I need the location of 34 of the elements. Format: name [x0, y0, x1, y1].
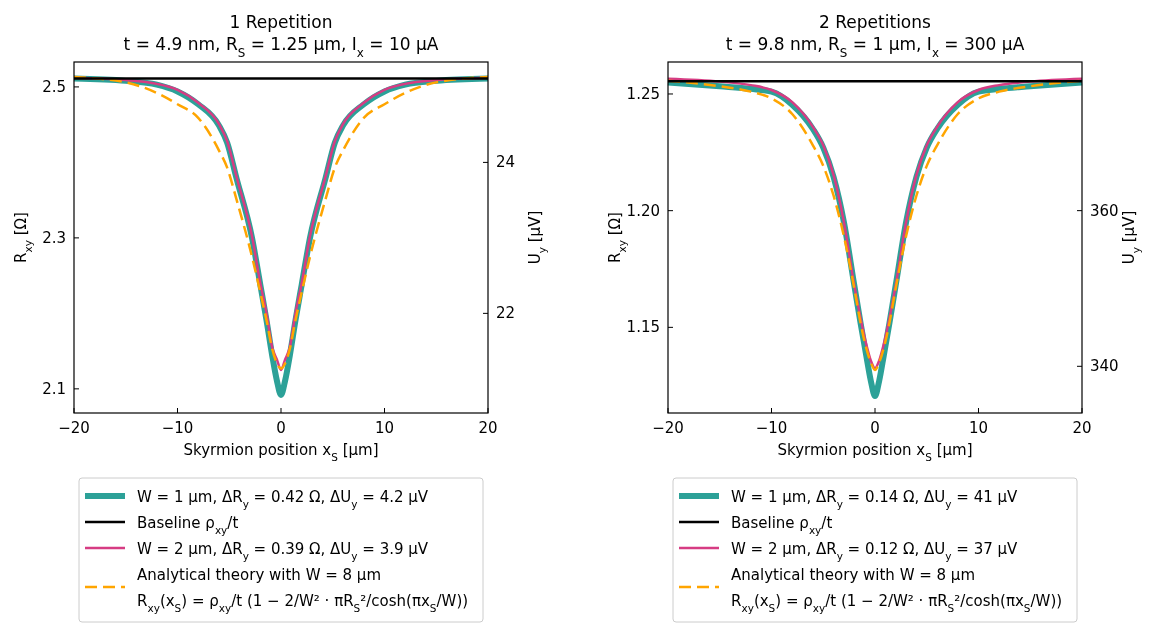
x-tick-label: 0 — [276, 419, 286, 437]
chart-title: 1 Repetition — [229, 12, 333, 32]
legend-label: W = 2 μm, ΔR$_{y}$ = 0.12 Ω, ΔU$_{y}$ = 37 μV — [731, 540, 1019, 562]
x-axis-title: Skyrmion position x$_{S}$ [μm] — [183, 441, 379, 463]
y-tick-label: 2.1 — [42, 379, 66, 398]
x-tick-label: 20 — [1072, 419, 1092, 437]
text: Analytical theory with W = 8 μm R$_{xy}$(x$_{S}$) = ρ$_{xy}$/t (1 − 2/W² · πR$_{S}$²/cosh(πx$_{S}$/W)) — [731, 566, 1063, 614]
y2-tick-label: 340 — [1090, 357, 1119, 376]
y-tick-label: 1.20 — [626, 201, 660, 220]
chart-subtitle: t = 4.9 nm, R$_{S}$ = 1.25 μm, I$_{x}$ = 10 μA — [123, 34, 439, 60]
y2-tick-label: 24 — [496, 153, 516, 172]
y2-tick-label: 22 — [496, 304, 516, 323]
x-tick-label: 10 — [374, 419, 395, 437]
chart-title: 2 Repetitions — [819, 12, 932, 32]
x-tick-label: 0 — [870, 419, 880, 437]
legend-label: W = 1 μm, ΔR$_{y}$ = 0.42 Ω, ΔU$_{y}$ = 4.2 μV — [137, 488, 429, 510]
y-tick-label: 2.3 — [42, 228, 66, 247]
legend-label: W = 2 μm, ΔR$_{y}$ = 0.39 Ω, ΔU$_{y}$ = 3.9 μV — [137, 540, 429, 562]
y-tick-label: 2.5 — [42, 77, 66, 96]
legend-label: W = 1 μm, ΔR$_{y}$ = 0.14 Ω, ΔU$_{y}$ = 41 μV — [731, 488, 1019, 510]
y-tick-label: 1.15 — [626, 318, 660, 337]
text: Analytical theory with W = 8 μm R$_{xy}$(x$_{S}$) = ρ$_{xy}$/t (1 − 2/W² · πR$_{S}$²/cosh(πx$_{S}$/W)) — [137, 566, 469, 614]
y2-tick-label: 360 — [1090, 201, 1119, 220]
y-tick-label: 1.25 — [626, 84, 660, 103]
x-tick-label: −10 — [161, 419, 194, 437]
x-tick-label: −20 — [58, 419, 90, 437]
x-tick-label: −20 — [652, 419, 684, 437]
legend-label: Baseline ρ$_{xy}$/t — [731, 514, 833, 536]
legend-label: Baseline ρ$_{xy}$/t — [137, 514, 239, 536]
x-tick-label: 10 — [968, 419, 989, 437]
x-tick-label: −10 — [755, 419, 788, 437]
chart-subtitle: t = 9.8 nm, R$_{S}$ = 1 μm, I$_{x}$ = 300 μA — [725, 34, 1025, 60]
x-axis-title: Skyrmion position x$_{S}$ [μm] — [777, 441, 973, 463]
x-tick-label: 20 — [478, 419, 498, 437]
